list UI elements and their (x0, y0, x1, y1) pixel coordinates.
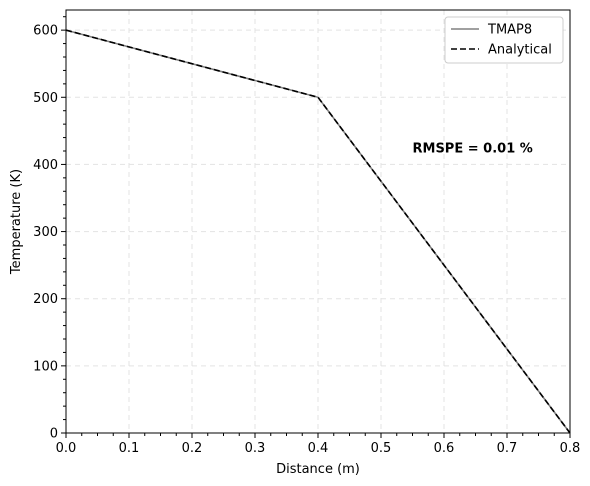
legend-entry-tmap8: TMAP8 (487, 23, 532, 38)
grid-lines (66, 10, 570, 433)
legend: TMAP8 Analytical (444, 16, 564, 64)
y-axis-label: Temperature (K) (9, 169, 24, 275)
y-tick-label: 500 (33, 91, 58, 106)
rmspe-annotation: RMSPE = 0.01 % (413, 142, 533, 157)
x-tick-label: 0.4 (308, 441, 329, 456)
y-tick-label: 300 (33, 225, 58, 240)
x-tick-label: 0.0 (56, 441, 77, 456)
legend-entry-analytical: Analytical (488, 43, 552, 58)
x-tick-label: 0.7 (497, 441, 518, 456)
x-tick-label: 0.5 (371, 441, 392, 456)
y-tick-label: 0 (50, 427, 58, 442)
x-tick-label: 0.2 (182, 441, 203, 456)
y-tick-label: 400 (33, 158, 58, 173)
series-lines (65, 29, 571, 434)
series-line-analytical (65, 29, 571, 434)
y-tick-label: 100 (33, 359, 58, 374)
x-tick-label: 0.3 (245, 441, 266, 456)
x-axis-label: Distance (m) (276, 462, 360, 477)
axis-ticks: 0.0 0.1 0.2 0.3 0.4 0.5 0.6 0.7 0.8 0 100 200 300 400… (33, 16, 581, 456)
x-tick-label: 0.6 (434, 441, 455, 456)
x-tick-label: 0.1 (119, 441, 140, 456)
y-tick-label: 200 (33, 292, 58, 307)
x-tick-label: 0.8 (560, 441, 581, 456)
y-tick-label: 600 (33, 24, 58, 39)
